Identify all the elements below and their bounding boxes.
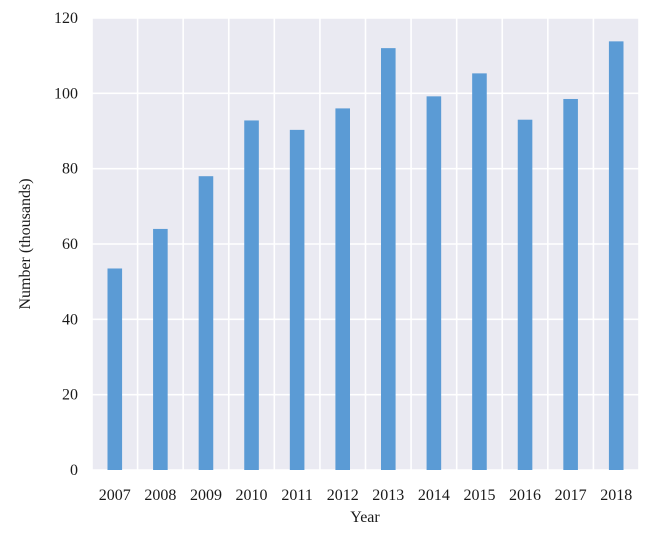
x-tick-label: 2015 [463, 487, 495, 504]
y-tick-label: 60 [62, 236, 78, 253]
bar-2012 [335, 108, 351, 471]
grid-lines [91, 17, 640, 471]
bars [107, 41, 624, 471]
bar-2015 [472, 73, 487, 471]
x-tick-label: 2011 [281, 487, 312, 504]
y-axis-label: Number (thousands) [17, 178, 34, 309]
bar-2016 [517, 119, 533, 470]
bar-2008 [153, 228, 168, 470]
y-axis-ticks: 0 20 40 60 80 100 120 [54, 10, 78, 479]
x-tick-label: 2009 [190, 487, 222, 504]
x-tick-label: 2007 [99, 487, 131, 504]
x-axis-label: Year [350, 509, 380, 526]
y-tick-label: 0 [70, 462, 78, 479]
y-tick-label: 80 [62, 161, 78, 178]
bar-2011 [289, 129, 305, 470]
x-tick-label: 2012 [327, 487, 359, 504]
bar-2013 [380, 48, 396, 471]
x-tick-label: 2018 [600, 487, 632, 504]
x-tick-label: 2017 [555, 487, 587, 504]
bar-2010 [244, 120, 259, 470]
x-tick-label: 2016 [509, 487, 541, 504]
x-tick-label: 2010 [236, 487, 268, 504]
y-tick-label: 20 [62, 387, 78, 404]
bar-2017 [563, 98, 578, 470]
x-axis-ticks: 2007 2008 2009 2010 2011 2012 2013 2014 2015 2016… [99, 487, 632, 504]
bar-2014 [426, 96, 442, 470]
y-tick-label: 100 [54, 85, 78, 102]
bar-2009 [198, 176, 214, 470]
x-tick-label: 2008 [144, 487, 176, 504]
y-tick-label: 120 [54, 10, 78, 27]
x-tick-label: 2013 [372, 487, 404, 504]
x-tick-label: 2014 [418, 487, 450, 504]
bar-2018 [608, 41, 624, 470]
y-tick-label: 40 [62, 311, 78, 328]
bar-2007 [107, 268, 123, 470]
